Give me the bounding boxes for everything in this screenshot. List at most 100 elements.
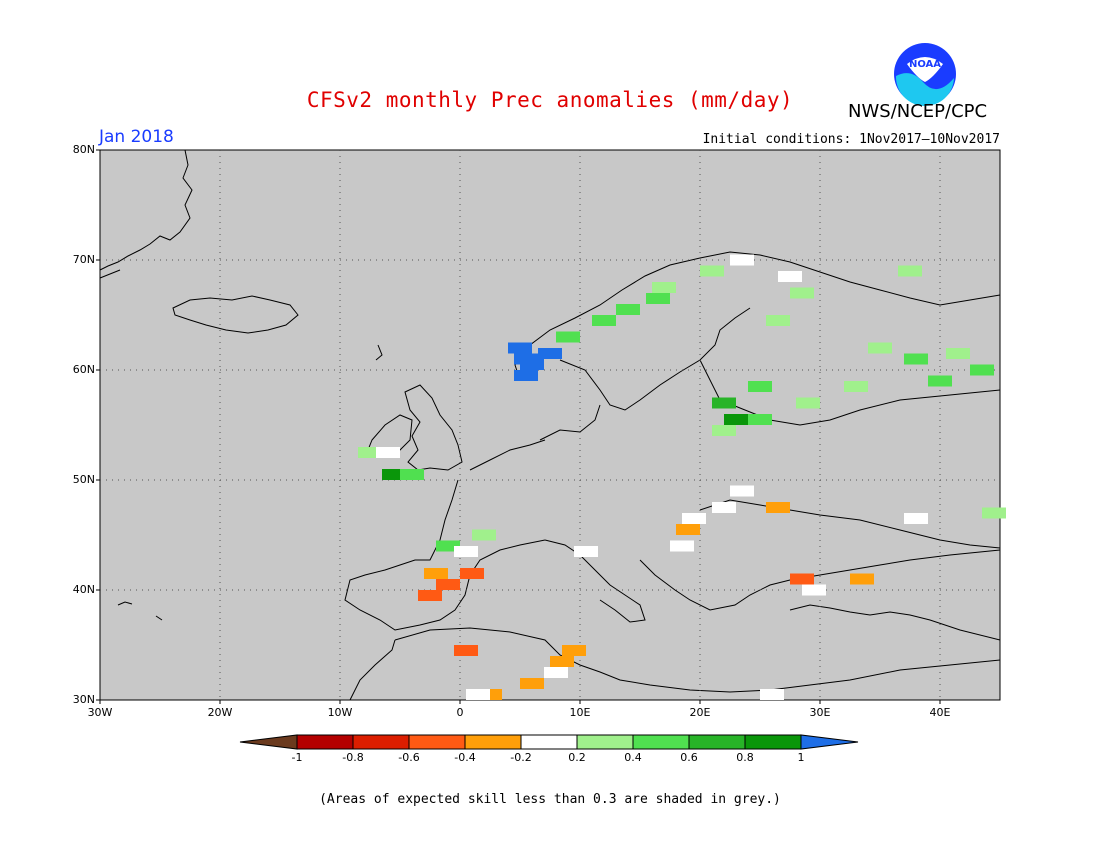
anomaly-cell bbox=[592, 315, 616, 326]
forecast-month: Jan 2018 bbox=[99, 127, 174, 147]
longitude-label: 40E bbox=[929, 706, 951, 719]
anomaly-cell bbox=[712, 425, 736, 436]
colorbar-label: -0.6 bbox=[398, 751, 420, 764]
anomaly-cell bbox=[868, 342, 892, 354]
longitude-label: 0 bbox=[456, 706, 464, 719]
anomaly-cell bbox=[844, 381, 868, 392]
anomaly-cell bbox=[670, 540, 694, 552]
colorbar-high-arrow bbox=[800, 734, 859, 750]
longitude-label: 20W bbox=[207, 706, 233, 719]
anomaly-cell bbox=[712, 397, 736, 409]
anomaly-cell bbox=[724, 414, 748, 425]
colorbar-segment bbox=[520, 734, 578, 750]
map-title: CFSv2 monthly Prec anomalies (mm/day) bbox=[306, 88, 794, 112]
anomaly-cell bbox=[538, 348, 562, 359]
longitude-label: 10E bbox=[569, 706, 591, 719]
anomaly-cell bbox=[778, 271, 802, 282]
anomaly-cell bbox=[712, 502, 736, 513]
anomaly-cell bbox=[466, 689, 490, 700]
colorbar-segment bbox=[632, 734, 690, 750]
anomaly-cell bbox=[730, 485, 754, 497]
longitude-label: 30W bbox=[87, 706, 113, 719]
colorbar-label: 0.4 bbox=[624, 751, 642, 764]
map-background bbox=[99, 149, 1001, 701]
anomaly-cell bbox=[790, 573, 814, 585]
colorbar-segment bbox=[296, 734, 354, 750]
anomaly-cell bbox=[748, 381, 772, 392]
colorbar-label: -0.8 bbox=[342, 751, 364, 764]
anomaly-cell bbox=[730, 254, 754, 266]
colorbar-label: -0.2 bbox=[510, 751, 532, 764]
colorbar-label: 1 bbox=[797, 751, 805, 764]
latitude-label: 50N bbox=[72, 473, 95, 486]
colorbar-label: -0.4 bbox=[454, 751, 476, 764]
anomaly-cell bbox=[454, 645, 478, 656]
initial-conditions: Initial conditions: 1Nov2017—10Nov2017 bbox=[702, 132, 1000, 147]
anomaly-cell bbox=[652, 282, 676, 293]
longitude-label: 30E bbox=[809, 706, 831, 719]
colorbar-segment bbox=[464, 734, 522, 750]
anomaly-cell bbox=[424, 568, 448, 579]
anomaly-cell bbox=[682, 513, 706, 524]
anomaly-cell bbox=[460, 568, 484, 579]
noaa-logo: NOAA bbox=[894, 43, 956, 106]
anomaly-cell bbox=[454, 546, 478, 557]
anomaly-cell bbox=[748, 414, 772, 425]
anomaly-cell bbox=[520, 678, 544, 689]
anomaly-cell bbox=[556, 331, 580, 343]
anomaly-cell bbox=[436, 579, 460, 590]
anomaly-cell bbox=[520, 359, 544, 370]
longitude-label: 20E bbox=[689, 706, 711, 719]
anomaly-cell bbox=[898, 265, 922, 277]
anomaly-cell bbox=[472, 529, 496, 541]
anomaly-cell bbox=[358, 447, 382, 458]
colorbar-label: 0.2 bbox=[568, 751, 586, 764]
colorbar-low-arrow bbox=[239, 734, 298, 750]
latitude-label: 30N bbox=[72, 693, 95, 706]
noaa-logo-text: NOAA bbox=[909, 59, 941, 70]
colorbar-segment bbox=[576, 734, 634, 750]
anomaly-cells bbox=[358, 254, 1006, 700]
colorbar bbox=[239, 734, 859, 750]
anomaly-cell bbox=[796, 397, 820, 409]
anomaly-cell bbox=[946, 348, 970, 359]
anomaly-cell bbox=[790, 287, 814, 299]
axis-ticks bbox=[96, 149, 941, 704]
anomaly-cell bbox=[514, 370, 538, 381]
anomaly-cell bbox=[982, 507, 1006, 519]
anomaly-cell bbox=[418, 590, 442, 601]
anomaly-cell bbox=[904, 353, 928, 365]
anomaly-cell bbox=[676, 524, 700, 535]
anomaly-cell bbox=[766, 315, 790, 326]
longitude-label: 10W bbox=[327, 706, 353, 719]
colorbar-segment bbox=[408, 734, 466, 750]
colorbar-segment bbox=[744, 734, 802, 750]
anomaly-cell bbox=[544, 667, 568, 678]
colorbar-segment bbox=[688, 734, 746, 750]
anomaly-cell bbox=[400, 469, 424, 480]
anomaly-cell bbox=[700, 265, 724, 277]
anomaly-cell bbox=[616, 304, 640, 315]
org-label: NWS/NCEP/CPC bbox=[848, 101, 988, 122]
graticule bbox=[100, 150, 1000, 700]
latitude-label: 80N bbox=[72, 143, 95, 156]
anomaly-cell bbox=[574, 546, 598, 557]
latitude-label: 60N bbox=[72, 363, 95, 376]
anomaly-cell bbox=[376, 447, 400, 458]
anomaly-cell bbox=[850, 573, 874, 585]
colorbar-label: -1 bbox=[291, 751, 303, 764]
anomaly-cell bbox=[382, 469, 406, 480]
land-outlines bbox=[99, 149, 1001, 701]
colorbar-segment bbox=[352, 734, 410, 750]
anomaly-cell bbox=[802, 584, 826, 596]
anomaly-cell bbox=[646, 293, 670, 304]
anomaly-cell bbox=[904, 513, 928, 524]
colorbar-label: 0.6 bbox=[680, 751, 698, 764]
anomaly-cell bbox=[436, 540, 460, 552]
anomaly-cell bbox=[508, 342, 532, 354]
latitude-label: 40N bbox=[72, 583, 95, 596]
anomaly-cell bbox=[766, 502, 790, 513]
anomaly-cell bbox=[550, 656, 574, 667]
anomaly-cell bbox=[970, 364, 994, 376]
